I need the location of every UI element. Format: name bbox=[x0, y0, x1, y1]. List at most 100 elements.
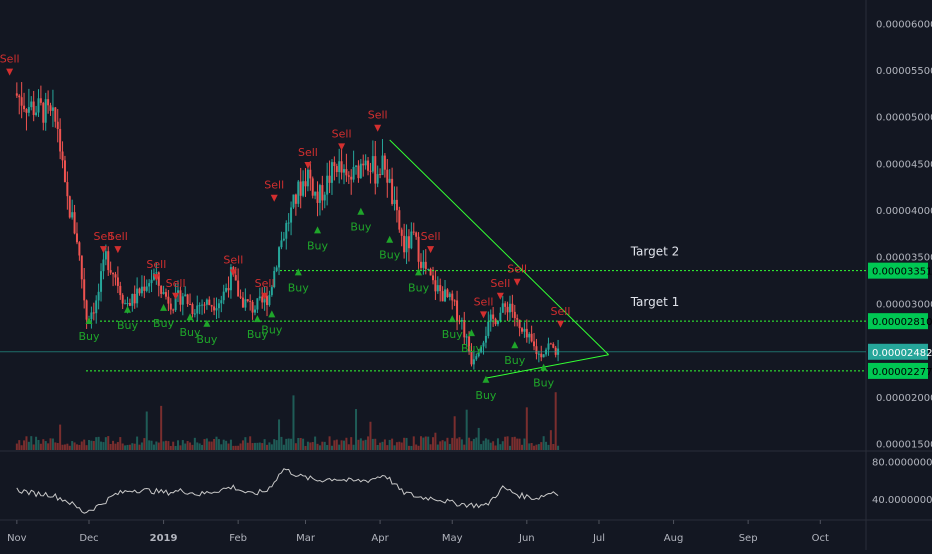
buy-signal-label: Buy bbox=[180, 326, 202, 339]
candle-body bbox=[273, 270, 276, 288]
volume-bar bbox=[61, 444, 64, 450]
candle-body bbox=[333, 162, 336, 167]
volume-bar bbox=[468, 437, 471, 450]
volume-bar bbox=[104, 437, 107, 450]
candle-body bbox=[347, 175, 350, 177]
candle-body bbox=[294, 194, 297, 204]
candle-body bbox=[311, 178, 314, 196]
candle-body bbox=[285, 223, 288, 239]
sell-arrow-icon bbox=[99, 246, 107, 254]
candle-body bbox=[37, 98, 40, 113]
candle-body bbox=[475, 356, 478, 360]
candle-body bbox=[441, 291, 444, 302]
candle-body bbox=[316, 191, 319, 203]
candle-body bbox=[321, 185, 324, 201]
candle-body bbox=[451, 293, 454, 301]
candle-body bbox=[345, 169, 348, 176]
volume-bar bbox=[246, 442, 249, 450]
candle-body bbox=[133, 293, 136, 304]
candle-body bbox=[80, 255, 83, 280]
volume-bar bbox=[383, 439, 386, 450]
sell-arrow-icon bbox=[229, 269, 237, 277]
volume-bar bbox=[119, 437, 122, 450]
volume-bar bbox=[508, 445, 511, 450]
candle-body bbox=[208, 299, 211, 306]
volume-bar bbox=[179, 445, 182, 450]
volume-bar bbox=[441, 440, 444, 450]
candle-body bbox=[32, 101, 35, 116]
candle-body bbox=[328, 175, 331, 183]
volume-bar bbox=[511, 437, 514, 450]
candle-body bbox=[229, 267, 232, 291]
candle-body bbox=[496, 321, 499, 325]
x-tick-label: 2019 bbox=[150, 533, 178, 544]
volume-bar bbox=[239, 443, 242, 450]
volume-bar bbox=[63, 444, 66, 450]
volume-bar bbox=[88, 439, 91, 450]
candle-body bbox=[85, 300, 88, 320]
buy-signal-label: Buy bbox=[379, 249, 401, 262]
volume-bar bbox=[484, 438, 487, 450]
volume-bar bbox=[225, 440, 228, 450]
candle-body bbox=[227, 288, 230, 291]
volume-bar bbox=[501, 441, 504, 450]
volume-bar bbox=[160, 405, 163, 450]
candle-body bbox=[95, 300, 98, 314]
candle-body bbox=[184, 294, 187, 297]
volume-bar bbox=[30, 436, 33, 450]
volume-bar bbox=[470, 441, 473, 450]
buy-signal-label: Buy bbox=[247, 328, 269, 341]
candle-body bbox=[393, 199, 396, 204]
volume-bar bbox=[422, 437, 425, 450]
volume-bar bbox=[75, 444, 78, 450]
volume-bar bbox=[205, 438, 208, 450]
volume-bar bbox=[23, 440, 26, 450]
volume-bar bbox=[518, 438, 521, 450]
candle-body bbox=[446, 289, 449, 298]
candle-body bbox=[374, 156, 377, 184]
candle-body bbox=[63, 160, 66, 183]
volume-bar bbox=[83, 439, 86, 450]
volume-bar bbox=[164, 440, 167, 450]
candle-body bbox=[477, 352, 480, 357]
volume-bar bbox=[68, 445, 71, 450]
x-tick-label: Sep bbox=[739, 533, 758, 544]
candle-body bbox=[131, 293, 134, 306]
candle-body bbox=[419, 261, 422, 268]
candle-body bbox=[217, 303, 220, 309]
candle-body bbox=[465, 336, 468, 338]
volume-bar bbox=[376, 444, 379, 450]
buy-signal-label: Buy bbox=[288, 281, 310, 294]
candle-body bbox=[186, 294, 189, 305]
volume-bar bbox=[95, 437, 98, 450]
candle-body bbox=[66, 182, 69, 197]
volume-bar bbox=[42, 439, 45, 450]
volume-bar bbox=[379, 442, 382, 450]
price-level-badge bbox=[868, 262, 928, 279]
volume-bar bbox=[273, 439, 276, 450]
volume-bar bbox=[415, 444, 418, 450]
volume-bar bbox=[140, 442, 143, 450]
sell-arrow-icon bbox=[480, 311, 488, 319]
sell-signal-label: Sell bbox=[551, 305, 571, 318]
candle-body bbox=[270, 287, 273, 296]
volume-bar bbox=[102, 442, 105, 450]
volume-bar bbox=[292, 395, 295, 450]
sell-signal-label: Sell bbox=[507, 263, 527, 276]
candle-body bbox=[119, 285, 122, 296]
candle-body bbox=[244, 299, 247, 308]
candle-body bbox=[508, 303, 511, 313]
candle-body bbox=[148, 283, 151, 287]
y-tick-label: 0.00004000 bbox=[876, 206, 932, 217]
candle-body bbox=[480, 346, 483, 353]
buy-arrow-icon bbox=[467, 329, 475, 337]
buy-signal-label: Buy bbox=[78, 330, 100, 343]
volume-bar bbox=[278, 419, 281, 450]
volume-bar bbox=[297, 438, 300, 450]
candle-body bbox=[395, 199, 398, 211]
volume-bar bbox=[381, 441, 384, 450]
volume-bar bbox=[249, 436, 252, 450]
target-annotation: Target 2 bbox=[630, 245, 680, 259]
y-tick-label: 0.00006000 bbox=[876, 19, 932, 30]
candle-body bbox=[383, 155, 386, 170]
